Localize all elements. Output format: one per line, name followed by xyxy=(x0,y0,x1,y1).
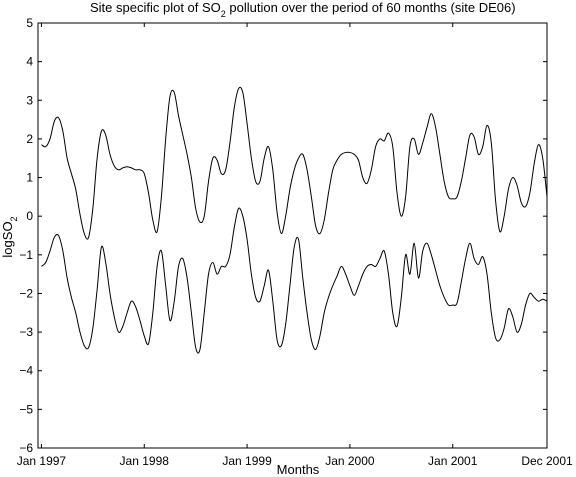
series-line-2 xyxy=(41,207,548,354)
y-tick-label: 0 xyxy=(26,209,33,223)
chart-title: Site specific plot of SO2 pollution over… xyxy=(90,0,516,19)
x-tick-label: Jan 2000 xyxy=(325,454,375,468)
x-axis: Jan 1997 Jan 1998 Jan 1999 Jan 2000 Jan 2001… xyxy=(17,23,573,468)
x-tick-label: Dec 2001 xyxy=(521,454,573,468)
y-tick-label: −2 xyxy=(19,286,33,300)
x-axis-label: Months xyxy=(277,462,320,477)
y-tick-label: −4 xyxy=(19,364,33,378)
y-tick-label: 3 xyxy=(26,93,33,107)
y-axis-label: logSO2 xyxy=(0,216,19,257)
plot-area xyxy=(37,22,548,449)
y-tick-label: 2 xyxy=(26,132,33,146)
x-tick-label: Jan 2001 xyxy=(428,454,478,468)
series-line-1 xyxy=(41,86,548,240)
x-tick-label: Jan 1997 xyxy=(17,454,67,468)
y-tick-label: −5 xyxy=(19,402,33,416)
y-tick-label: −1 xyxy=(19,248,33,262)
y-tick-label: −3 xyxy=(19,325,33,339)
x-tick-label: Jan 1999 xyxy=(222,454,272,468)
y-tick-label: 4 xyxy=(26,55,33,69)
y-tick-label: 5 xyxy=(26,16,33,30)
series-group xyxy=(41,86,548,354)
x-tick-label: Jan 1998 xyxy=(120,454,170,468)
y-tick-label: 1 xyxy=(26,171,33,185)
y-axis: −6 −5 −4 −3 −2 −1 0 1 2 3 4 5 xyxy=(19,16,547,455)
y-tick-label: −6 xyxy=(19,441,33,455)
plot-frame xyxy=(37,22,548,449)
